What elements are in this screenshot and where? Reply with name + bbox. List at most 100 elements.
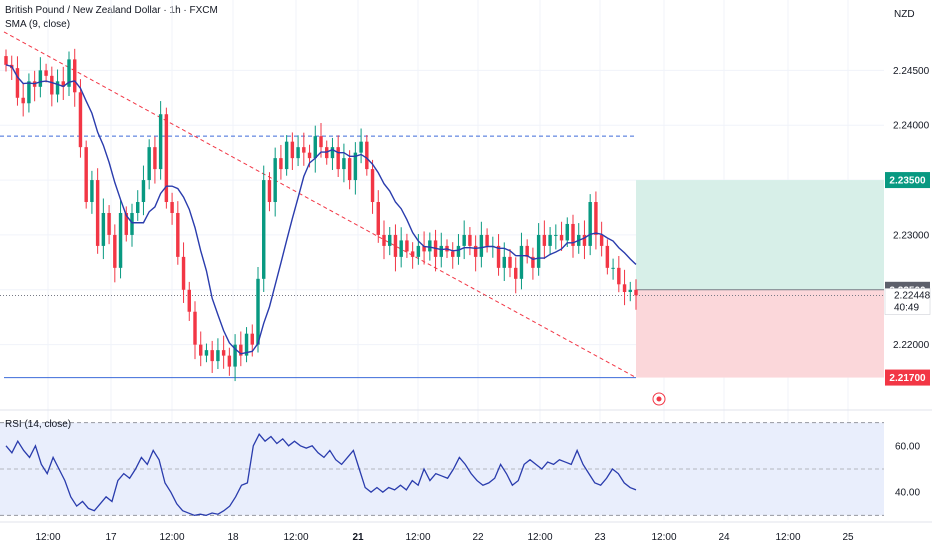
rsi-line bbox=[5, 433, 637, 517]
sma-polyline bbox=[5, 64, 637, 355]
candle-body bbox=[479, 234, 484, 257]
candle-body bbox=[239, 344, 243, 356]
candle-body bbox=[382, 234, 386, 246]
candle-body bbox=[221, 350, 226, 356]
candle-body bbox=[611, 267, 615, 269]
candle-body bbox=[571, 223, 575, 246]
time-tick-label: 12:00 bbox=[775, 532, 800, 543]
candle-body bbox=[187, 289, 191, 312]
candle-body bbox=[153, 147, 157, 170]
candle-body bbox=[38, 70, 43, 87]
candle-body bbox=[181, 256, 186, 290]
candle-body bbox=[84, 147, 88, 203]
candle-body bbox=[462, 234, 466, 246]
candle-body bbox=[130, 212, 134, 235]
candle-body bbox=[536, 234, 541, 268]
candle-body bbox=[262, 180, 266, 279]
candle-body bbox=[44, 70, 48, 76]
candle-body bbox=[176, 212, 180, 257]
candle-body bbox=[365, 141, 369, 170]
candle-body bbox=[4, 56, 8, 65]
candle-body bbox=[210, 350, 214, 362]
candle-body bbox=[502, 256, 506, 268]
time-tick-label: 12:00 bbox=[283, 532, 308, 543]
candle-body bbox=[73, 59, 77, 93]
candle-body bbox=[416, 245, 421, 257]
candle-body bbox=[147, 147, 151, 181]
time-tick-label: 24 bbox=[718, 532, 730, 543]
candle-body bbox=[136, 202, 140, 213]
candle-body bbox=[67, 59, 71, 87]
candle-body bbox=[525, 245, 529, 257]
position-zones bbox=[636, 180, 884, 378]
candle-body bbox=[353, 152, 358, 181]
trendline bbox=[3, 31, 637, 379]
candle-body bbox=[113, 234, 117, 268]
candle-body bbox=[565, 223, 569, 241]
sma-indicator-label[interactable]: SMA (9, close) bbox=[5, 19, 71, 30]
sma-line bbox=[5, 64, 637, 355]
rsi-tick-label: 40.00 bbox=[895, 488, 920, 499]
time-tick-label: 18 bbox=[227, 532, 239, 543]
price-tick-label: 2.24500 bbox=[893, 66, 930, 77]
candle-body bbox=[514, 267, 518, 279]
time-tick-label: 12:00 bbox=[159, 532, 184, 543]
candle-body bbox=[405, 240, 409, 252]
candle-body bbox=[594, 202, 598, 235]
time-tick-label: 22 bbox=[472, 532, 484, 543]
price-tick-label: 2.24000 bbox=[893, 121, 930, 132]
time-tick-label: 25 bbox=[842, 532, 854, 543]
candle-body bbox=[233, 344, 237, 367]
candle-body bbox=[164, 114, 169, 203]
candle-body bbox=[628, 289, 632, 292]
candle-body bbox=[193, 311, 197, 345]
candle-body bbox=[90, 180, 94, 203]
candle-body bbox=[313, 136, 317, 159]
candle-body bbox=[370, 169, 375, 203]
candle-body bbox=[216, 350, 220, 362]
time-tick-label: 12:00 bbox=[651, 532, 676, 543]
stop-zone bbox=[636, 289, 884, 378]
time-axis: 12:00 17 12:00 18 12:00 21 12:00 22 12:00 23 12:00… bbox=[0, 521, 932, 543]
current-price-label: 2.22448 bbox=[894, 290, 931, 301]
candle-body bbox=[622, 284, 627, 292]
candle-body bbox=[250, 333, 254, 345]
candle-body bbox=[244, 333, 249, 356]
candle-body bbox=[279, 158, 283, 170]
time-tick-label: 23 bbox=[594, 532, 606, 543]
candle-body bbox=[170, 202, 174, 213]
stop-price-tag-bg bbox=[885, 369, 930, 386]
candle-body bbox=[359, 141, 363, 153]
candle-body bbox=[376, 202, 380, 235]
currency-label[interactable]: NZD bbox=[894, 9, 915, 20]
time-tick-label: 12:00 bbox=[527, 532, 552, 543]
target-price-tag: 2.23500 bbox=[889, 176, 926, 187]
candle-body bbox=[582, 234, 587, 246]
candle-body bbox=[158, 114, 163, 170]
time-tick-label: 12:00 bbox=[405, 532, 430, 543]
candle-body bbox=[290, 141, 295, 159]
candle-body bbox=[55, 81, 60, 95]
drawings[interactable] bbox=[0, 31, 884, 379]
candle-body bbox=[124, 212, 128, 235]
candle-body bbox=[330, 147, 335, 159]
candle-body bbox=[393, 234, 398, 257]
candle-body bbox=[273, 158, 277, 203]
candle-body bbox=[519, 245, 524, 279]
candle-body bbox=[61, 81, 65, 87]
candle-body bbox=[559, 234, 564, 241]
candle-body bbox=[468, 234, 472, 246]
candle-body bbox=[256, 278, 260, 345]
candle-body bbox=[204, 350, 209, 356]
rsi-indicator-label: RSI (14, close) bbox=[5, 419, 71, 430]
candle-body bbox=[141, 180, 146, 203]
candle-body bbox=[617, 267, 621, 285]
candle-body bbox=[302, 147, 306, 153]
candle-body bbox=[21, 97, 25, 104]
candle-body bbox=[227, 355, 232, 367]
time-tick-label: 12:00 bbox=[35, 532, 60, 543]
candle-body bbox=[15, 68, 20, 98]
price-tick-label: 2.22000 bbox=[893, 340, 930, 351]
